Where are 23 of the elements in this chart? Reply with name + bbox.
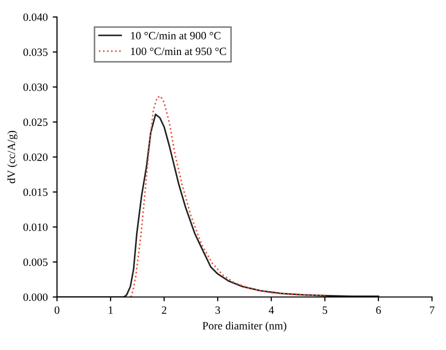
x-tick-label: 7 [430,306,434,314]
legend-label: 100 °C/min at 950 °C [131,48,226,56]
y-axis-title: dV (cc/A/g) [7,130,18,184]
x-tick-label: 5 [322,306,328,314]
y-tick-label: 0.025 [23,118,48,126]
y-tick-label: 0.035 [23,48,48,56]
y-tick-label: 0.020 [23,153,48,162]
x-axis-title: Pore diamiter (nm) [202,322,286,332]
x-tick-label: 1 [108,306,113,314]
y-tick-label: 0.040 [23,13,48,22]
line-series [57,114,380,297]
x-tick-label: 3 [215,306,220,314]
y-tick-label: 0.000 [23,293,48,302]
y-tick-label: 0.015 [23,188,48,196]
line-series [130,95,326,297]
x-tick-label: 6 [376,306,381,314]
y-tick-label: 0.005 [23,258,48,266]
x-tick-label: 0 [54,306,60,314]
y-tick-label: 0.010 [23,223,48,232]
y-tick-label: 0.030 [23,83,48,92]
x-tick-label: 2 [162,306,166,314]
x-tick-label: 4 [268,306,274,314]
legend-label: 10 °C/min at 900 °C [131,32,220,40]
